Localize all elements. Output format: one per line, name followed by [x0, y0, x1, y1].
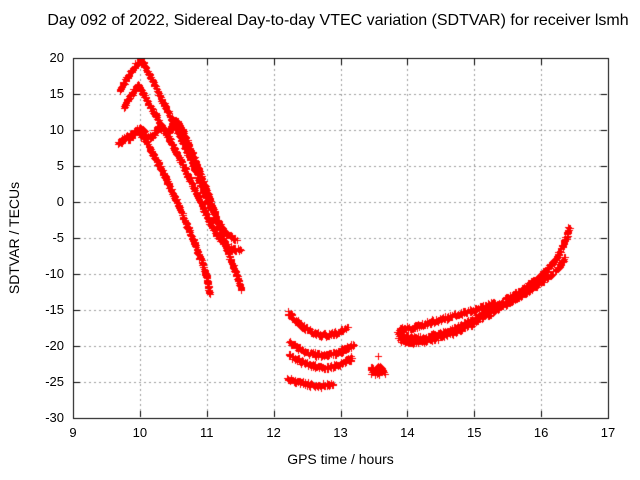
x-tick-label: 15	[467, 425, 482, 440]
y-tick-label: -5	[52, 230, 64, 245]
x-axis-title: GPS time / hours	[287, 451, 394, 467]
x-tick-label: 9	[69, 425, 77, 440]
x-tick-label: 16	[533, 425, 549, 440]
y-tick-label: -25	[45, 374, 64, 389]
y-tick-label: 10	[49, 122, 64, 137]
y-tick-label: 20	[49, 50, 64, 65]
x-tick-label: 11	[200, 425, 214, 440]
x-tick-label: 17	[600, 425, 616, 440]
y-tick-label: -20	[45, 338, 64, 353]
y-tick-label: 15	[49, 86, 64, 101]
y-tick-label: -10	[45, 266, 64, 281]
x-tick-label: 10	[132, 425, 148, 440]
y-tick-label: -30	[45, 410, 64, 425]
chart-title: Day 092 of 2022, Sidereal Day-to-day VTE…	[47, 12, 629, 29]
y-tick-label: -15	[45, 302, 64, 317]
x-tick-label: 14	[400, 425, 415, 440]
x-tick-label: 12	[266, 425, 281, 440]
x-tick-label: 13	[333, 425, 348, 440]
y-tick-label: 0	[56, 194, 64, 209]
y-tick-label: 5	[56, 158, 64, 173]
